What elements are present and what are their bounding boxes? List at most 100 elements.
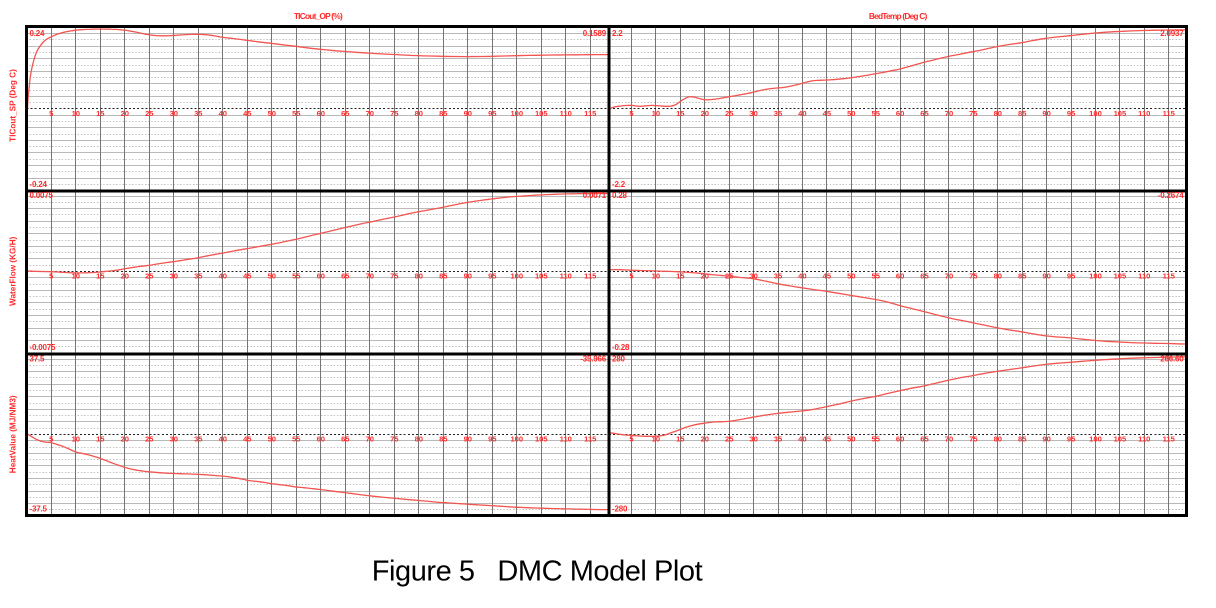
svg-text:55: 55 bbox=[292, 109, 301, 118]
svg-text:80: 80 bbox=[415, 109, 423, 118]
svg-text:40: 40 bbox=[219, 272, 227, 281]
svg-text:110: 110 bbox=[1138, 435, 1150, 444]
svg-text:35: 35 bbox=[194, 435, 203, 444]
svg-text:95: 95 bbox=[488, 435, 497, 444]
svg-text:60: 60 bbox=[317, 435, 325, 444]
svg-text:80: 80 bbox=[415, 272, 423, 281]
svg-text:50: 50 bbox=[847, 109, 855, 118]
svg-text:TICout_SP (Deg C): TICout_SP (Deg C) bbox=[9, 69, 18, 142]
svg-text:60: 60 bbox=[317, 272, 325, 281]
svg-text:5: 5 bbox=[49, 435, 54, 444]
svg-text:85: 85 bbox=[1018, 435, 1027, 444]
svg-text:30: 30 bbox=[170, 272, 178, 281]
svg-text:75: 75 bbox=[390, 109, 399, 118]
svg-text:75: 75 bbox=[390, 435, 399, 444]
svg-text:30: 30 bbox=[749, 435, 757, 444]
svg-text:10: 10 bbox=[652, 272, 660, 281]
svg-text:45: 45 bbox=[243, 435, 252, 444]
svg-text:280: 280 bbox=[612, 355, 625, 364]
svg-text:0.0075: 0.0075 bbox=[30, 191, 54, 200]
svg-text:105: 105 bbox=[535, 435, 548, 444]
svg-text:10: 10 bbox=[652, 435, 660, 444]
svg-text:80: 80 bbox=[994, 272, 1002, 281]
svg-text:80: 80 bbox=[994, 109, 1002, 118]
svg-text:-0.0075: -0.0075 bbox=[30, 343, 56, 352]
svg-text:55: 55 bbox=[871, 272, 880, 281]
svg-text:5: 5 bbox=[49, 109, 54, 118]
svg-text:40: 40 bbox=[798, 109, 806, 118]
svg-text:10: 10 bbox=[72, 272, 80, 281]
svg-text:0.1589: 0.1589 bbox=[583, 29, 607, 38]
svg-text:85: 85 bbox=[439, 435, 448, 444]
svg-text:15: 15 bbox=[96, 272, 105, 281]
svg-text:115: 115 bbox=[584, 435, 597, 444]
svg-text:-280: -280 bbox=[612, 505, 628, 514]
svg-text:110: 110 bbox=[560, 109, 572, 118]
svg-text:100: 100 bbox=[510, 272, 523, 281]
svg-text:70: 70 bbox=[366, 435, 374, 444]
svg-text:-0.24: -0.24 bbox=[30, 180, 48, 189]
svg-text:0.24: 0.24 bbox=[30, 29, 46, 38]
svg-text:65: 65 bbox=[341, 109, 350, 118]
svg-text:65: 65 bbox=[341, 272, 350, 281]
svg-text:40: 40 bbox=[219, 109, 227, 118]
svg-text:90: 90 bbox=[1042, 109, 1050, 118]
svg-text:25: 25 bbox=[145, 435, 154, 444]
svg-text:65: 65 bbox=[920, 435, 929, 444]
svg-text:80: 80 bbox=[994, 435, 1002, 444]
svg-text:70: 70 bbox=[945, 272, 953, 281]
svg-text:60: 60 bbox=[896, 109, 904, 118]
svg-text:TICout_OP (%): TICout_OP (%) bbox=[294, 11, 343, 21]
svg-text:20: 20 bbox=[121, 109, 129, 118]
svg-text:25: 25 bbox=[725, 109, 734, 118]
svg-text:90: 90 bbox=[464, 435, 472, 444]
svg-text:50: 50 bbox=[847, 435, 855, 444]
svg-text:40: 40 bbox=[219, 435, 227, 444]
svg-text:45: 45 bbox=[823, 109, 832, 118]
svg-text:105: 105 bbox=[535, 272, 548, 281]
svg-text:55: 55 bbox=[871, 109, 880, 118]
svg-text:115: 115 bbox=[584, 272, 597, 281]
svg-text:25: 25 bbox=[725, 435, 734, 444]
svg-text:90: 90 bbox=[1042, 272, 1050, 281]
svg-text:80: 80 bbox=[415, 435, 423, 444]
svg-text:15: 15 bbox=[96, 109, 105, 118]
svg-text:266.60: 266.60 bbox=[1160, 355, 1184, 364]
svg-text:BedTemp (Deg C): BedTemp (Deg C) bbox=[869, 11, 928, 21]
svg-text:20: 20 bbox=[121, 272, 129, 281]
svg-text:75: 75 bbox=[969, 435, 978, 444]
svg-text:-0.28: -0.28 bbox=[612, 343, 630, 352]
svg-text:85: 85 bbox=[1018, 109, 1027, 118]
svg-text:40: 40 bbox=[798, 272, 806, 281]
svg-text:35: 35 bbox=[774, 109, 783, 118]
svg-text:95: 95 bbox=[1067, 272, 1076, 281]
svg-text:0.28: 0.28 bbox=[612, 191, 628, 200]
svg-text:25: 25 bbox=[145, 109, 154, 118]
svg-text:0.0071: 0.0071 bbox=[583, 191, 607, 200]
svg-text:50: 50 bbox=[268, 272, 276, 281]
svg-text:90: 90 bbox=[1042, 435, 1050, 444]
svg-text:20: 20 bbox=[701, 109, 709, 118]
svg-text:25: 25 bbox=[145, 272, 154, 281]
svg-text:50: 50 bbox=[268, 435, 276, 444]
svg-text:115: 115 bbox=[1163, 435, 1176, 444]
svg-text:35: 35 bbox=[774, 435, 783, 444]
svg-text:110: 110 bbox=[560, 272, 572, 281]
svg-text:15: 15 bbox=[676, 272, 685, 281]
svg-text:65: 65 bbox=[341, 435, 350, 444]
svg-text:2.0937: 2.0937 bbox=[1160, 29, 1184, 38]
svg-text:105: 105 bbox=[1114, 272, 1127, 281]
svg-text:35: 35 bbox=[774, 272, 783, 281]
svg-text:75: 75 bbox=[969, 272, 978, 281]
svg-text:100: 100 bbox=[1089, 272, 1102, 281]
svg-text:60: 60 bbox=[317, 109, 325, 118]
svg-text:65: 65 bbox=[920, 272, 929, 281]
svg-text:37.5: 37.5 bbox=[30, 355, 46, 364]
svg-text:45: 45 bbox=[243, 109, 252, 118]
svg-text:5: 5 bbox=[49, 272, 54, 281]
svg-text:40: 40 bbox=[798, 435, 806, 444]
svg-text:70: 70 bbox=[945, 109, 953, 118]
svg-text:105: 105 bbox=[1114, 109, 1127, 118]
svg-text:95: 95 bbox=[1067, 109, 1076, 118]
svg-text:-35.966: -35.966 bbox=[580, 355, 606, 364]
